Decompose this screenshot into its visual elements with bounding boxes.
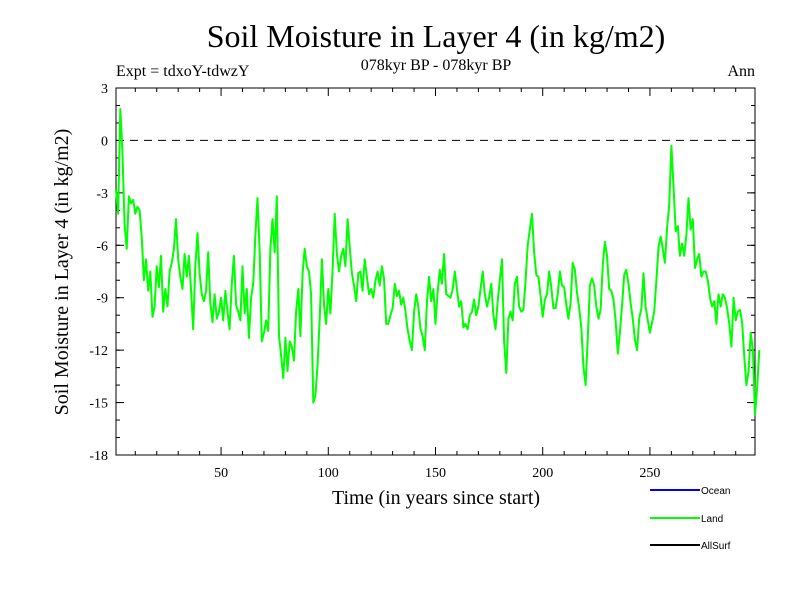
chart-subtitle: 078kyr BP - 078kyr BP bbox=[361, 57, 512, 74]
y-axis-label: Soil Moisture in Layer 4 (in kg/m2) bbox=[51, 129, 73, 416]
plot-frame bbox=[115, 87, 756, 456]
experiment-label: Expt = tdxoY-tdwzY bbox=[116, 63, 250, 80]
legend-label-allsurf: AllSurf bbox=[701, 541, 731, 552]
y-tick-label: 3 bbox=[101, 82, 108, 97]
legend-label-ocean: Ocean bbox=[701, 486, 730, 497]
legend: Ocean Land AllSurf bbox=[650, 486, 731, 552]
chart-title: Soil Moisture in Layer 4 (in kg/m2) bbox=[207, 18, 666, 54]
y-tick-label: -15 bbox=[89, 397, 108, 412]
y-tick-label: -12 bbox=[89, 344, 108, 359]
x-tick-label: 150 bbox=[425, 466, 446, 481]
y-axis: 3 0 -3 -6 -9 -12 -15 -18 bbox=[89, 82, 755, 464]
series-line-land bbox=[115, 108, 761, 416]
x-axis-label: Time (in years since start) bbox=[332, 487, 540, 509]
x-tick-label: 200 bbox=[532, 466, 553, 481]
x-tick-label: 250 bbox=[639, 466, 660, 481]
y-tick-label: 0 bbox=[101, 134, 108, 149]
y-tick-label: -18 bbox=[89, 449, 108, 464]
x-tick-label: 100 bbox=[318, 466, 339, 481]
y-tick-label: -3 bbox=[96, 187, 108, 202]
y-tick-label: -6 bbox=[96, 239, 108, 254]
legend-label-land: Land bbox=[701, 514, 723, 525]
x-axis: 50 100 150 200 250 bbox=[134, 88, 737, 481]
y-tick-label: -9 bbox=[96, 292, 108, 307]
x-tick-label: 50 bbox=[214, 466, 228, 481]
period-label: Ann bbox=[727, 63, 755, 80]
